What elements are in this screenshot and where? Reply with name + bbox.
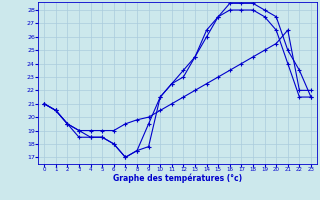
X-axis label: Graphe des températures (°c): Graphe des températures (°c) — [113, 174, 242, 183]
